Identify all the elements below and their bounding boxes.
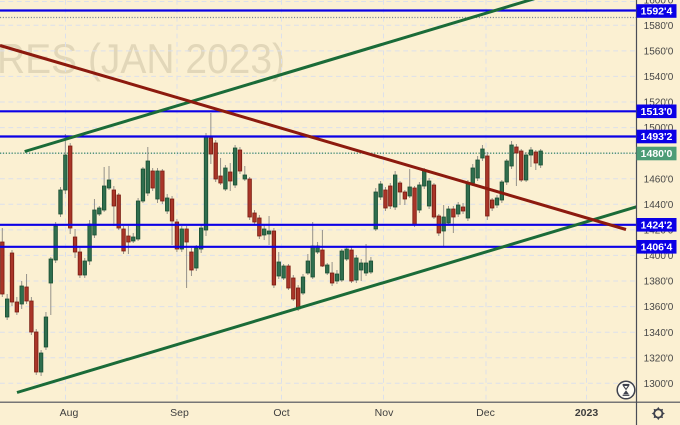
- svg-text:Sep: Sep: [170, 407, 189, 419]
- svg-text:1340'0: 1340'0: [644, 328, 674, 339]
- svg-text:1493'2: 1493'2: [641, 131, 673, 143]
- svg-text:1406'4: 1406'4: [641, 242, 673, 254]
- svg-text:1580'0: 1580'0: [644, 21, 674, 32]
- svg-text:1400'0: 1400'0: [644, 251, 674, 262]
- svg-text:1440'0: 1440'0: [644, 200, 674, 211]
- svg-text:1592'4: 1592'4: [641, 6, 673, 18]
- svg-text:Dec: Dec: [476, 407, 495, 419]
- svg-text:2023: 2023: [575, 407, 599, 419]
- svg-text:1540'0: 1540'0: [644, 72, 674, 83]
- svg-text:1300'0: 1300'0: [644, 379, 674, 390]
- svg-text:1520'0: 1520'0: [644, 98, 674, 109]
- svg-text:1320'0: 1320'0: [644, 353, 674, 364]
- svg-text:1513'0: 1513'0: [641, 106, 673, 118]
- svg-text:1480'0: 1480'0: [641, 148, 673, 160]
- svg-text:1424'2: 1424'2: [641, 220, 673, 232]
- svg-text:1500'0: 1500'0: [644, 123, 674, 134]
- svg-text:Nov: Nov: [375, 407, 394, 419]
- svg-text:1600'0: 1600'0: [644, 0, 674, 6]
- svg-text:Aug: Aug: [60, 407, 79, 419]
- svg-text:1380'0: 1380'0: [644, 277, 674, 288]
- svg-text:1460'0: 1460'0: [644, 174, 674, 185]
- svg-text:1560'0: 1560'0: [644, 47, 674, 58]
- svg-text:Oct: Oct: [273, 407, 289, 419]
- svg-text:1360'0: 1360'0: [644, 302, 674, 313]
